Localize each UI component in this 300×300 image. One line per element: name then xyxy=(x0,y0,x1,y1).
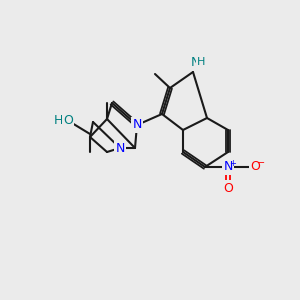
Text: N: N xyxy=(223,160,233,173)
Text: N: N xyxy=(190,56,200,68)
Text: ·: · xyxy=(62,113,66,127)
Text: N: N xyxy=(132,118,142,131)
Text: O: O xyxy=(223,182,233,194)
Text: N: N xyxy=(115,142,125,154)
Text: H: H xyxy=(53,113,63,127)
Text: −: − xyxy=(257,158,265,168)
Text: O: O xyxy=(63,113,73,127)
Text: H: H xyxy=(197,57,205,67)
Text: +: + xyxy=(230,158,236,167)
Text: O: O xyxy=(250,160,260,173)
